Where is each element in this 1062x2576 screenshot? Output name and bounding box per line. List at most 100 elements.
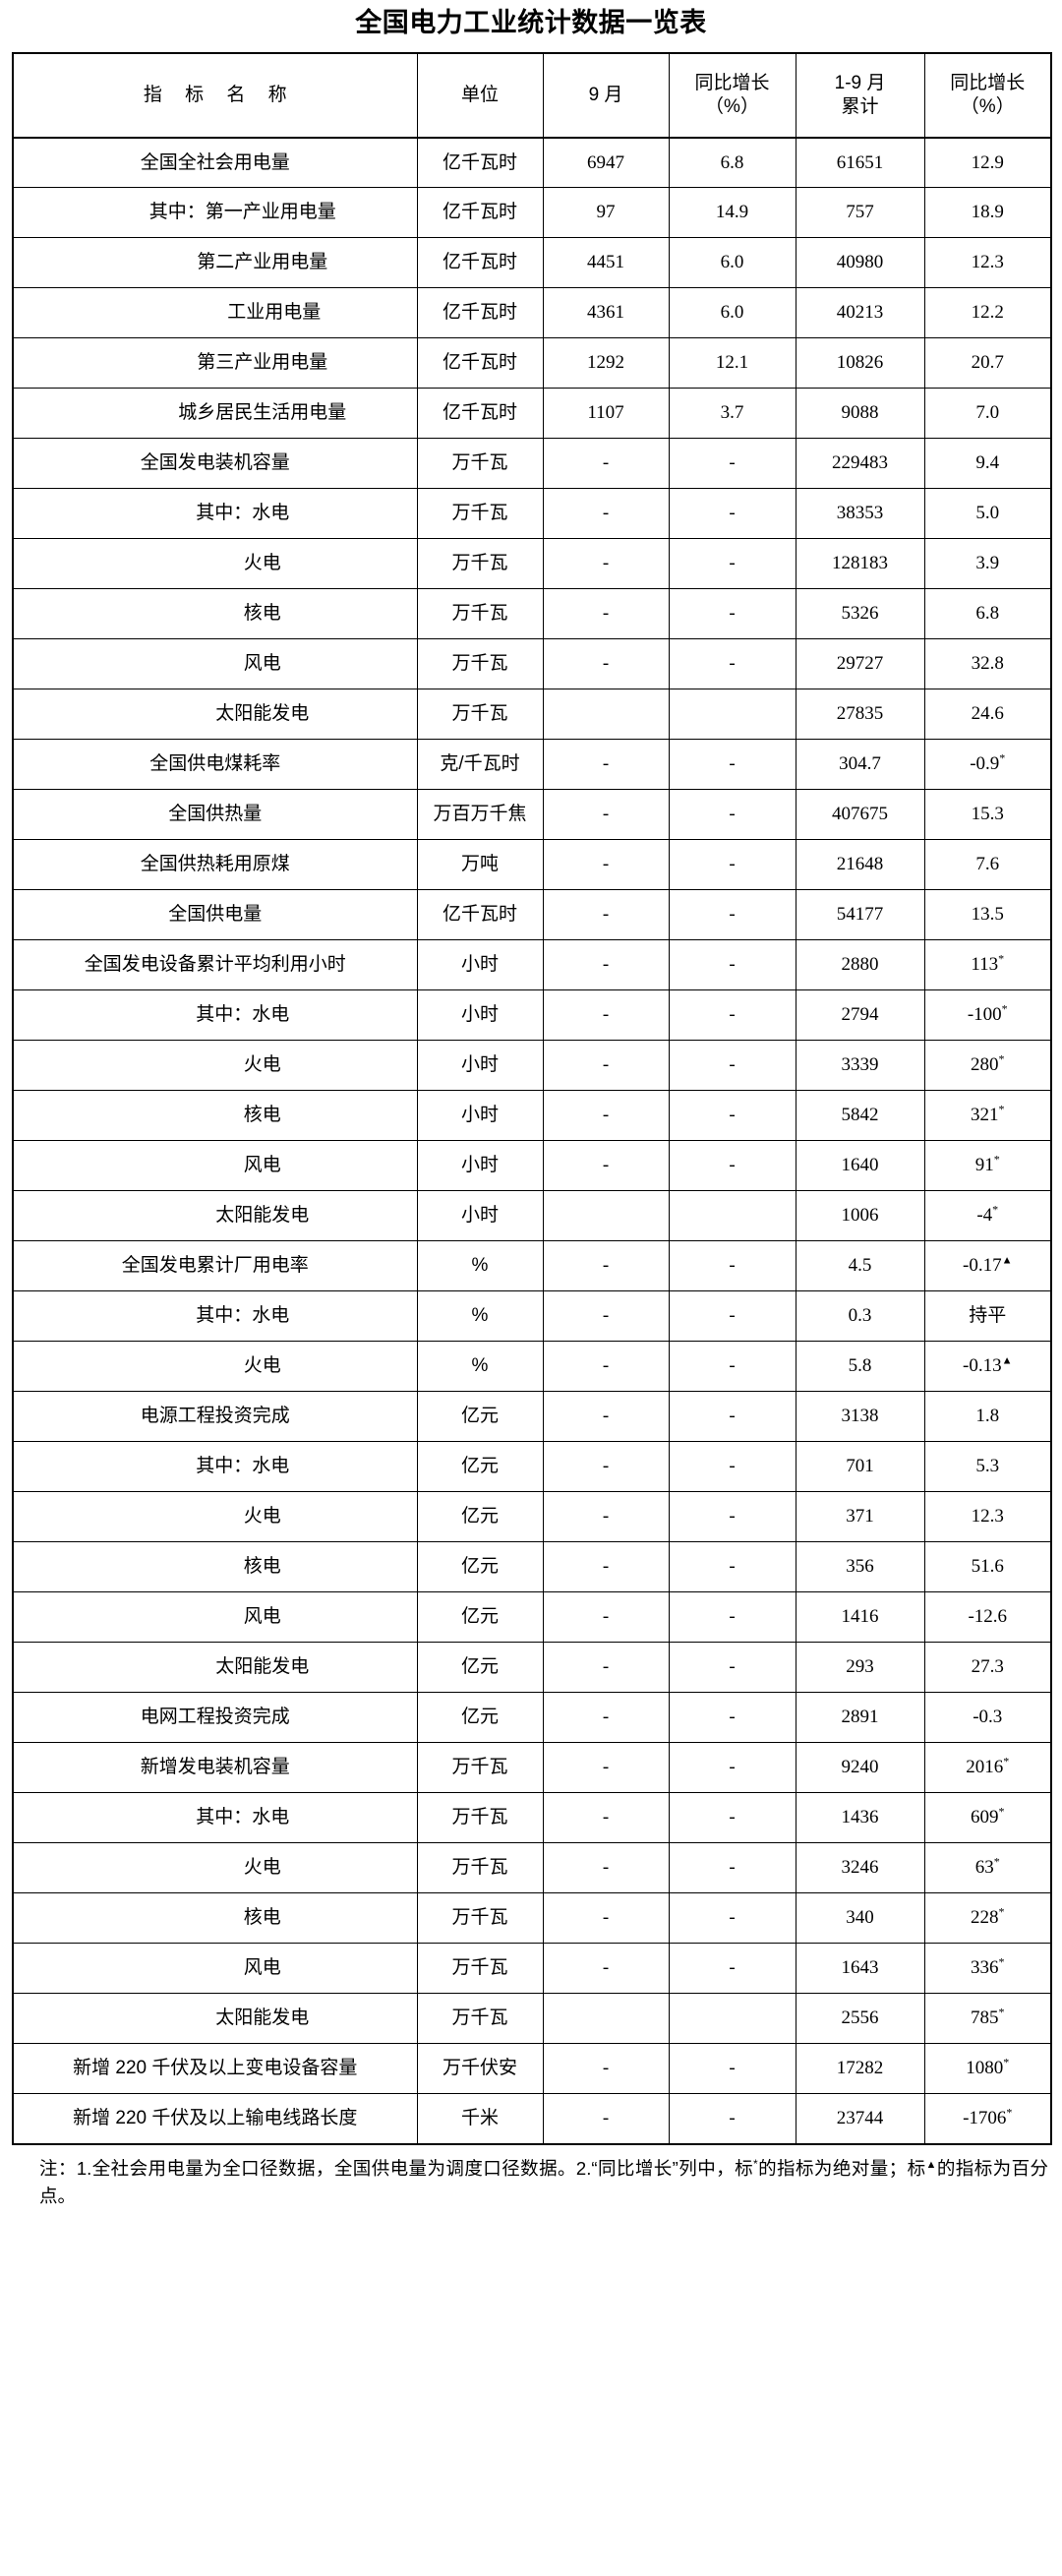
table-row: 电网工程投资完成 亿元 - -2891 -0.3	[12, 1692, 1052, 1744]
footnote-part1: 注：1.全社会用电量为全口径数据，全国供电量为调度口径数据。2.“同比增长”列中…	[39, 2157, 754, 2179]
row-cumulative-growth: 7.6	[923, 839, 1052, 891]
row-indicator-name: 火电	[12, 1842, 418, 1894]
table-row: 风电 万千瓦 - -29727 32.8	[12, 638, 1052, 690]
row-cumulative-growth: 609*	[923, 1792, 1052, 1844]
row-indicator-name: 新增 220 千伏及以上变电设备容量	[12, 2043, 418, 2095]
row-cumulative-growth: -0.9*	[923, 739, 1052, 791]
row-cumulative-value: 128183	[795, 538, 925, 590]
row-indicator-name: 城乡居民生活用电量	[12, 388, 418, 440]
table-row: 核电 小时 - -5842 321*	[12, 1090, 1052, 1142]
row-cumulative-value: 23744	[795, 2093, 925, 2145]
yoy-growth-cumulative-line1: 同比增长	[950, 72, 1026, 93]
row-growth-mark: ▲	[1001, 1254, 1013, 1267]
column-header-indicator-name: 指 标 名 称	[12, 52, 418, 139]
row-september-growth: -	[668, 638, 796, 690]
row-cumulative-growth: 持平	[923, 1290, 1052, 1343]
row-september-value: -	[542, 1792, 670, 1844]
table-row: 风电 小时 - -1640 91*	[12, 1140, 1052, 1192]
row-cumulative-growth: -0.13▲	[923, 1341, 1052, 1393]
row-cumulative-growth-value: 63	[974, 1857, 994, 1879]
row-cumulative-growth: 7.0	[923, 388, 1052, 440]
row-cumulative-growth: 12.2	[923, 287, 1052, 339]
row-cumulative-value: 407675	[795, 789, 925, 841]
row-unit: 万千瓦	[416, 1842, 544, 1894]
row-unit: 小时	[416, 1040, 544, 1092]
row-indicator-name: 风电	[12, 1943, 418, 1995]
row-september-growth: -	[668, 1290, 796, 1343]
row-september-value: -	[542, 839, 670, 891]
row-indicator-name: 风电	[12, 1591, 418, 1644]
row-unit: 亿元	[416, 1441, 544, 1493]
row-indicator-name: 太阳能发电	[12, 1190, 418, 1242]
row-unit: 亿元	[416, 1591, 544, 1644]
row-cumulative-growth-value: 18.9	[971, 202, 1004, 223]
row-growth-mark: *	[1006, 2105, 1013, 2120]
row-indicator-name: 第三产业用电量	[12, 337, 418, 389]
row-cumulative-growth-value: -1706	[963, 2108, 1007, 2129]
row-cumulative-growth: 27.3	[923, 1642, 1052, 1694]
row-cumulative-value: 2880	[795, 939, 925, 991]
row-september-value: -	[542, 1140, 670, 1192]
row-september-value: -	[542, 488, 670, 540]
row-september-value: -	[542, 438, 670, 490]
row-september-value	[542, 689, 670, 741]
table-row: 其中：水电 万千瓦 - -1436 609*	[12, 1792, 1052, 1844]
row-september-growth: -	[668, 1240, 796, 1292]
row-cumulative-growth: 18.9	[923, 187, 1052, 239]
row-indicator-name: 全国发电装机容量	[12, 438, 418, 490]
row-cumulative-value: 1006	[795, 1190, 925, 1242]
footnote-part2: 的指标为绝对量；标	[757, 2157, 926, 2179]
row-cumulative-growth: 63*	[923, 1842, 1052, 1894]
row-september-growth: -	[668, 1391, 796, 1443]
row-september-value: -	[542, 1040, 670, 1092]
row-cumulative-growth: 51.6	[923, 1541, 1052, 1593]
row-growth-mark: *	[993, 1854, 1000, 1869]
row-cumulative-growth: 12.9	[923, 137, 1052, 189]
row-cumulative-value: 40980	[795, 237, 925, 289]
table-footnote: 注：1.全社会用电量为全口径数据，全国供电量为调度口径数据。2.“同比增长”列中…	[39, 2155, 1048, 2211]
table-row: 全国发电装机容量 万千瓦 - -229483 9.4	[12, 438, 1052, 490]
row-unit: 万千瓦	[416, 638, 544, 690]
row-unit: 亿元	[416, 1491, 544, 1543]
row-september-growth: -	[668, 1642, 796, 1694]
row-indicator-name: 太阳能发电	[12, 689, 418, 741]
row-september-value	[542, 1190, 670, 1242]
row-cumulative-growth-value: 5.0	[975, 503, 1000, 524]
row-september-growth: -	[668, 1441, 796, 1493]
row-cumulative-growth-value: -0.9	[970, 753, 1000, 775]
row-september-growth: 12.1	[668, 337, 796, 389]
row-indicator-name: 核电	[12, 1090, 418, 1142]
table-row: 新增 220 千伏及以上输电线路长度 千米 - -23744 -1706*	[12, 2093, 1052, 2145]
row-cumulative-value: 356	[795, 1541, 925, 1593]
row-september-growth: -	[668, 1040, 796, 1092]
row-indicator-name: 全国供热耗用原煤	[12, 839, 418, 891]
row-unit: 亿千瓦时	[416, 187, 544, 239]
row-september-growth: -	[668, 2043, 796, 2095]
row-september-growth: -	[668, 1842, 796, 1894]
table-row: 火电 小时 - -3339 280*	[12, 1040, 1052, 1092]
row-september-growth: -	[668, 1090, 796, 1142]
row-growth-mark: *	[1003, 2055, 1010, 2069]
table-row: 太阳能发电 小时 1006 -4*	[12, 1190, 1052, 1242]
row-cumulative-value: 3246	[795, 1842, 925, 1894]
table-row: 火电 万千瓦 - -128183 3.9	[12, 538, 1052, 590]
row-cumulative-growth: -4*	[923, 1190, 1052, 1242]
table-row: 其中：水电 亿元 - -701 5.3	[12, 1441, 1052, 1493]
row-cumulative-growth: 113*	[923, 939, 1052, 991]
row-growth-mark: *	[998, 1102, 1005, 1116]
row-september-value: -	[542, 889, 670, 941]
row-unit: 万千瓦	[416, 1742, 544, 1794]
row-cumulative-growth: 2016*	[923, 1742, 1052, 1794]
row-indicator-name: 太阳能发电	[12, 1642, 418, 1694]
table-row: 火电% - -5.8 -0.13▲	[12, 1341, 1052, 1393]
table-row: 工业用电量 亿千瓦时 4361 6.0 40213 12.2	[12, 287, 1052, 339]
row-cumulative-growth: -12.6	[923, 1591, 1052, 1644]
row-cumulative-growth-value: 321	[971, 1105, 999, 1126]
row-unit: 小时	[416, 1190, 544, 1242]
table-row: 其中：第一产业用电量 亿千瓦时 97 14.9 757 18.9	[12, 187, 1052, 239]
footnote-part3: 的指标为百分点。	[39, 2157, 1049, 2207]
row-indicator-name: 太阳能发电	[12, 1993, 418, 2045]
row-cumulative-growth-value: 6.8	[975, 603, 1000, 625]
row-cumulative-value: 3138	[795, 1391, 925, 1443]
row-cumulative-growth-value: 785	[971, 2007, 999, 2029]
